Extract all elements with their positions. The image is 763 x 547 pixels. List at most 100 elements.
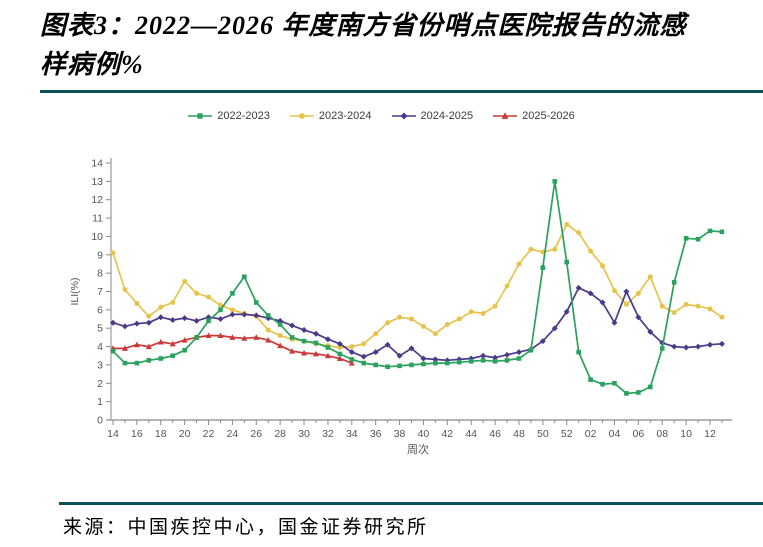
data-point-marker bbox=[397, 314, 403, 320]
data-point-marker bbox=[575, 284, 582, 291]
data-point-marker bbox=[348, 359, 355, 366]
x-tick-label: 22 bbox=[203, 428, 215, 440]
data-point-marker bbox=[492, 303, 498, 309]
data-point-marker bbox=[336, 340, 343, 347]
data-point-marker bbox=[385, 364, 390, 370]
data-point-marker bbox=[492, 358, 498, 364]
data-point-marker bbox=[564, 259, 570, 265]
data-point-marker bbox=[528, 347, 534, 353]
y-tick-label: 1 bbox=[97, 396, 103, 408]
data-point-marker bbox=[623, 301, 629, 307]
y-tick-label: 6 bbox=[97, 304, 103, 316]
y-tick-label: 14 bbox=[91, 158, 103, 170]
data-point-marker bbox=[241, 335, 248, 341]
data-point-marker bbox=[384, 341, 391, 348]
data-point-marker bbox=[683, 344, 690, 351]
data-point-marker bbox=[158, 304, 164, 310]
data-point-marker bbox=[194, 335, 199, 340]
data-point-marker bbox=[229, 307, 235, 313]
data-point-marker bbox=[145, 319, 152, 326]
x-axis-title: 周次 bbox=[407, 442, 429, 456]
data-point-marker bbox=[635, 290, 641, 296]
data-point-marker bbox=[301, 338, 307, 344]
footer-divider-rule bbox=[59, 502, 763, 505]
data-point-marker bbox=[169, 340, 176, 347]
data-point-marker bbox=[217, 302, 223, 308]
data-point-marker bbox=[265, 327, 271, 333]
x-tick-label: 16 bbox=[131, 428, 143, 440]
x-tick-label: 20 bbox=[179, 428, 191, 440]
legend-item-2025-2026: 2025-2026 bbox=[493, 110, 575, 122]
data-point-marker bbox=[157, 314, 164, 321]
data-point-marker bbox=[420, 355, 427, 362]
data-point-marker bbox=[301, 327, 308, 334]
data-point-marker bbox=[421, 361, 426, 367]
data-point-marker bbox=[576, 349, 581, 355]
data-point-marker bbox=[444, 322, 450, 328]
y-tick-label: 11 bbox=[92, 213, 103, 225]
data-point-marker bbox=[337, 344, 343, 350]
data-point-marker bbox=[695, 343, 702, 350]
data-point-marker bbox=[253, 300, 259, 305]
data-point-marker bbox=[648, 384, 653, 390]
data-point-marker bbox=[623, 288, 630, 295]
x-tick-label: 26 bbox=[250, 428, 262, 440]
data-point-marker bbox=[337, 351, 343, 357]
figure-title: 图表3：2022—2026 年度南方省份哨点医院报告的流感 样病例% bbox=[40, 6, 740, 84]
y-tick-label: 3 bbox=[97, 359, 103, 371]
data-point-marker bbox=[265, 337, 272, 343]
y-tick-label: 10 bbox=[91, 231, 103, 243]
x-tick-label: 44 bbox=[465, 428, 477, 440]
data-point-marker bbox=[373, 331, 379, 337]
legend-item-2023-2024: 2023-2024 bbox=[289, 110, 372, 122]
legend-swatch-2025-2026 bbox=[493, 112, 518, 119]
y-tick-label: 12 bbox=[91, 194, 103, 206]
data-point-marker bbox=[599, 299, 606, 306]
data-point-marker bbox=[289, 348, 296, 354]
data-point-marker bbox=[121, 345, 128, 351]
data-point-marker bbox=[659, 303, 665, 309]
legend-swatch-2022-2023 bbox=[188, 113, 213, 119]
data-point-marker bbox=[588, 377, 593, 382]
data-point-marker bbox=[385, 320, 391, 326]
x-tick-label: 36 bbox=[370, 428, 382, 440]
data-point-marker bbox=[134, 360, 140, 366]
data-point-marker bbox=[719, 229, 725, 235]
data-point-marker bbox=[600, 263, 606, 269]
data-point-marker bbox=[277, 333, 283, 339]
data-point-marker bbox=[121, 323, 128, 330]
y-tick-label: 7 bbox=[97, 286, 103, 298]
x-tick-label: 42 bbox=[441, 428, 453, 440]
data-point-marker bbox=[181, 337, 188, 343]
data-point-marker bbox=[218, 307, 223, 313]
x-tick-label: 02 bbox=[585, 428, 597, 440]
data-point-marker bbox=[373, 362, 378, 368]
data-point-marker bbox=[504, 358, 510, 363]
data-point-marker bbox=[181, 315, 188, 322]
data-point-marker bbox=[230, 291, 235, 296]
data-point-marker bbox=[456, 316, 462, 322]
data-point-marker bbox=[588, 248, 594, 254]
data-point-marker bbox=[145, 343, 152, 350]
data-point-marker bbox=[718, 340, 725, 347]
data-point-marker bbox=[253, 334, 260, 340]
data-point-marker bbox=[683, 235, 689, 241]
data-point-marker bbox=[110, 348, 116, 354]
data-point-marker bbox=[110, 319, 116, 326]
data-point-marker bbox=[242, 274, 247, 280]
data-point-marker bbox=[241, 311, 248, 318]
data-point-marker bbox=[324, 336, 331, 343]
x-tick-label: 32 bbox=[322, 428, 334, 440]
data-point-marker bbox=[134, 300, 140, 306]
x-tick-label: 12 bbox=[704, 428, 716, 440]
data-point-marker bbox=[409, 316, 414, 322]
data-point-marker bbox=[409, 362, 414, 368]
data-point-marker bbox=[289, 335, 295, 340]
data-point-marker bbox=[671, 280, 677, 285]
data-point-marker bbox=[468, 358, 474, 364]
data-point-marker bbox=[336, 355, 343, 362]
data-point-marker bbox=[277, 342, 284, 349]
data-point-marker bbox=[528, 246, 534, 252]
data-point-marker bbox=[611, 288, 617, 294]
figure-title-line1: 图表3：2022—2026 年度南方省份哨点医院报告的流感 bbox=[40, 11, 687, 40]
